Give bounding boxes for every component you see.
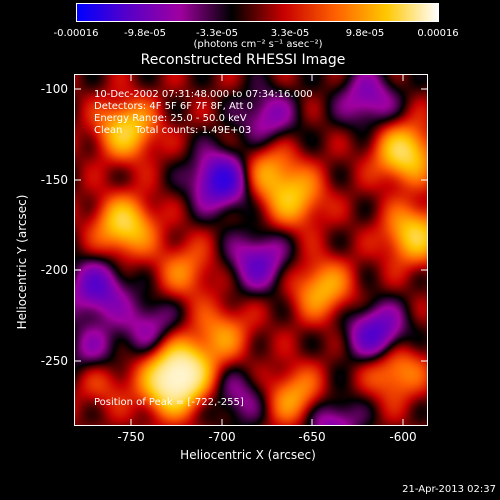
detectors-label: Detectors: 4F 5F 6F 7F 8F, Att 0 — [94, 101, 254, 112]
colorbar-tick-label: 0.00016 — [417, 28, 459, 39]
plot-title: Reconstructed RHESSI Image — [140, 52, 346, 68]
energy-range-label: Energy Range: 25.0 - 50.0 keV — [94, 113, 247, 124]
x-tick-label: -650 — [298, 430, 326, 444]
y-axis-label: Heliocentric Y (arcsec) — [15, 194, 29, 330]
colorbar-tick-label: -0.00016 — [53, 28, 99, 39]
colorbar-units: (photons cm⁻² s⁻¹ asec⁻²) — [193, 39, 323, 50]
peak-position-label: Position of Peak = [-722,-255] — [94, 397, 244, 408]
x-axis-label: Heliocentric X (arcsec) — [180, 448, 316, 462]
clean-counts-label: Clean Total counts: 1.49E+03 — [94, 125, 252, 136]
image-annotation: 10-Dec-2002 07:31:48.000 to 07:34:16.000… — [94, 89, 313, 137]
y-tick-label: -200 — [40, 263, 68, 277]
heatmap-image — [75, 75, 427, 425]
x-tick-label: -750 — [117, 430, 145, 444]
y-tick-label: -150 — [40, 173, 68, 187]
colorbar-tick-label: -9.8e-05 — [124, 28, 166, 39]
render-timestamp: 21-Apr-2013 02:37 — [402, 484, 496, 495]
x-tick-label: -600 — [389, 430, 417, 444]
colorbar-tick-label: 9.8e-05 — [345, 28, 385, 39]
colorbar — [76, 3, 439, 22]
time-range-label: 10-Dec-2002 07:31:48.000 to 07:34:16.000 — [94, 89, 313, 100]
plot-frame — [74, 74, 428, 426]
x-tick-label: -700 — [208, 430, 236, 444]
colorbar-tick-label: -3.3e-05 — [196, 28, 238, 39]
y-tick-label: -100 — [40, 82, 68, 96]
y-tick-label: -250 — [40, 354, 68, 368]
colorbar-tick-label: 3.3e-05 — [270, 28, 310, 39]
